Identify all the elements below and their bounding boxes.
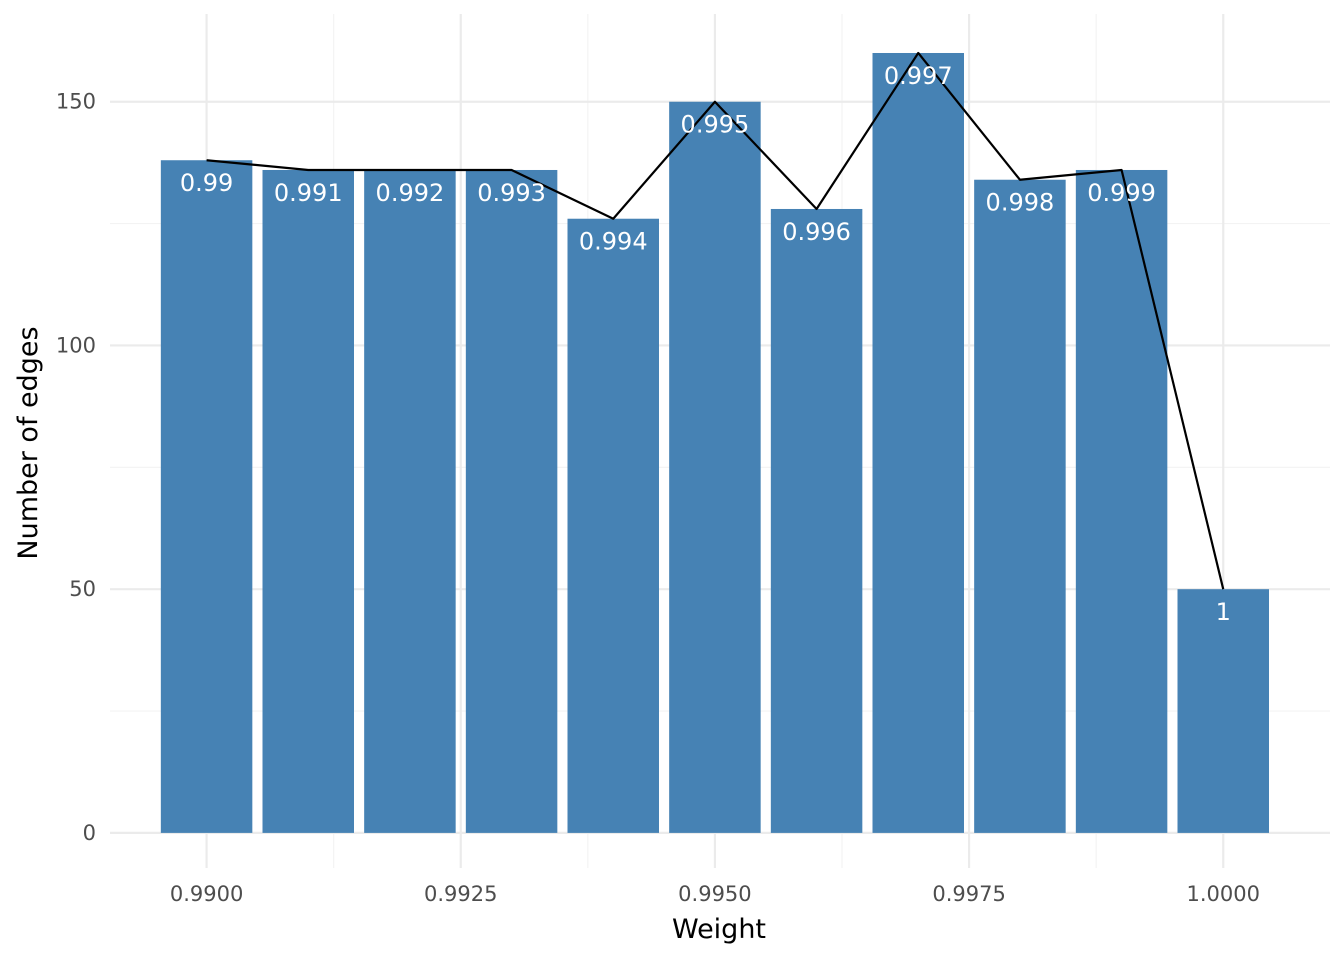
y-tick-label: 50	[69, 577, 96, 601]
y-axis-ticks: 0 50 100 150	[56, 90, 96, 845]
bar-label: 0.992	[376, 179, 445, 207]
x-axis-title: Weight	[672, 914, 766, 945]
bar	[1177, 589, 1269, 833]
bar-label: 0.997	[884, 62, 953, 90]
bar-label: 0.998	[986, 189, 1055, 217]
bar	[262, 169, 354, 833]
y-tick-label: 150	[56, 90, 96, 114]
bars	[160, 52, 1269, 833]
bar-label: 0.999	[1087, 179, 1156, 207]
bar	[872, 52, 964, 833]
y-tick-label: 100	[56, 333, 96, 357]
bar-label: 0.994	[579, 228, 648, 256]
x-tick-label: 0.9925	[424, 882, 497, 906]
bar	[567, 218, 659, 833]
x-tick-label: 0.9975	[932, 882, 1005, 906]
x-axis-ticks: 0.9900 0.9925 0.9950 0.9975 1.0000	[170, 882, 1260, 906]
bar	[770, 208, 863, 833]
bar	[364, 169, 456, 833]
bar	[974, 179, 1066, 833]
bar	[1075, 169, 1168, 833]
bar	[160, 160, 253, 833]
overlay-line	[206, 51, 1225, 590]
bar-label: 0.993	[477, 179, 546, 207]
x-tick-label: 0.9950	[678, 882, 751, 906]
bar-label: 1	[1216, 598, 1231, 626]
bar	[669, 101, 761, 833]
x-tick-label: 1.0000	[1187, 882, 1260, 906]
bar-label: 0.995	[681, 111, 750, 139]
bar-label: 0.991	[274, 179, 343, 207]
bar-label: 0.996	[782, 218, 851, 246]
overlay-line-path	[206, 51, 1225, 590]
x-tick-label: 0.9900	[170, 882, 243, 906]
y-axis-title: Number of edges	[13, 326, 44, 559]
bar-labels: 0.99 0.991 0.992 0.993 0.994 0.995 0.996 0.997 0…	[180, 62, 1231, 626]
bar	[465, 169, 558, 833]
y-tick-label: 0	[83, 821, 96, 845]
bar-label: 0.99	[180, 169, 233, 197]
